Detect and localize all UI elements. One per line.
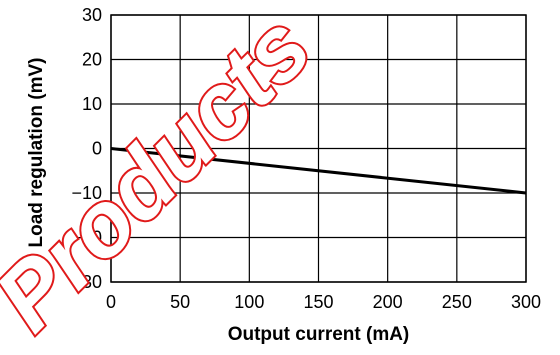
watermark-logo: Products — [0, 0, 332, 352]
x-tick-label: 150 — [303, 292, 333, 312]
y-tick-label: 0 — [92, 139, 102, 159]
x-tick-label: 100 — [234, 292, 264, 312]
x-tick-label: 50 — [170, 292, 190, 312]
series-line — [110, 147, 527, 195]
x-tick-label: 200 — [373, 292, 403, 312]
y-tick-label: −10 — [71, 183, 102, 203]
x-tick-labels: 0 50 100 150 200 250 300 — [106, 292, 541, 312]
y-tick-label: 10 — [82, 94, 102, 114]
x-tick-label: 250 — [442, 292, 472, 312]
y-tick-label: −30 — [71, 272, 102, 292]
x-axis-title: Output current (mA) — [228, 324, 410, 345]
x-tick-label: 0 — [106, 292, 116, 312]
y-tick-labels: 30 20 10 0 −10 −20 −30 — [71, 5, 102, 292]
y-tick-label: 20 — [82, 50, 102, 70]
y-tick-label: 30 — [82, 5, 102, 25]
y-tick-label: −20 — [71, 228, 102, 248]
x-tick-label: 300 — [511, 292, 541, 312]
y-axis-title: Load regulation (mV) — [26, 58, 47, 248]
